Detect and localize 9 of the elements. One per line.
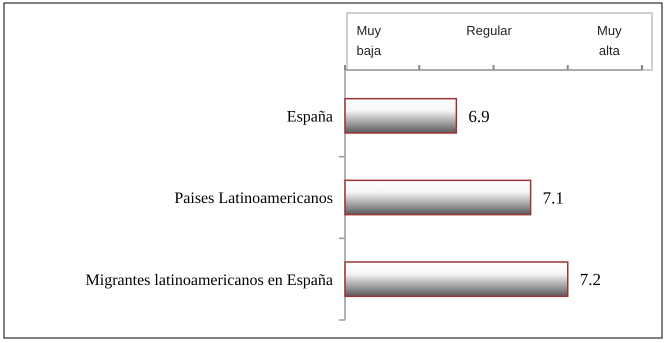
y-tick-label: España [286, 108, 333, 126]
data-label: 6.9 [468, 106, 490, 126]
rating-scale-label: Muy baja [356, 23, 382, 58]
y-tick-label: Paises Latinoamericanos [174, 190, 333, 208]
data-label: 7.1 [542, 188, 564, 208]
rating-scale-label: Regular [466, 23, 512, 38]
rating-scale-label: Muy alta [597, 23, 622, 58]
y-tick-label: Migrantes latinoamericanos en España [86, 272, 333, 289]
data-label: 7.2 [580, 270, 601, 290]
